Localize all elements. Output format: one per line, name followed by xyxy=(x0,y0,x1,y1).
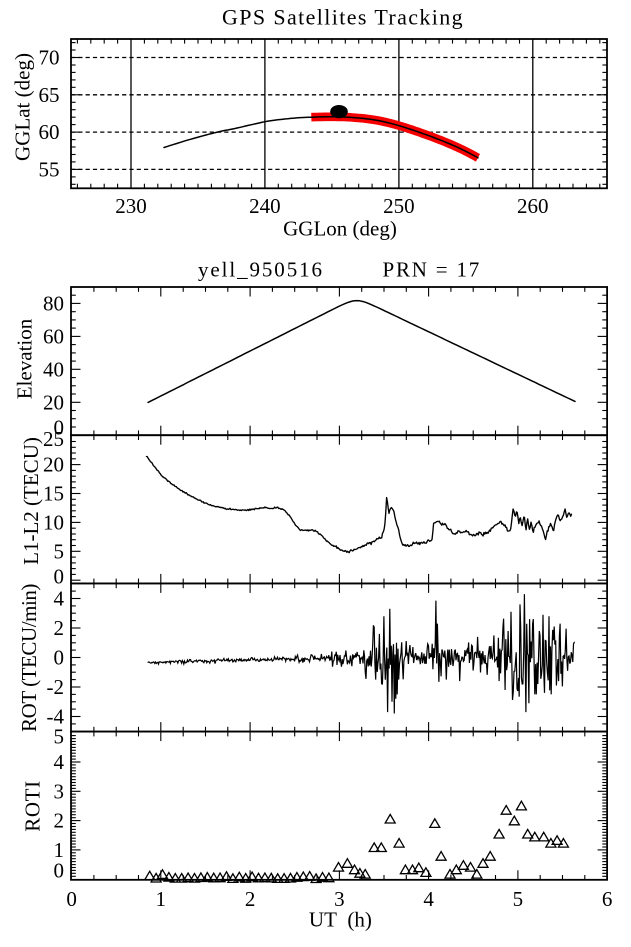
svg-text:0: 0 xyxy=(54,416,65,440)
svg-text:ROTI: ROTI xyxy=(21,780,45,831)
svg-text:6: 6 xyxy=(602,887,613,911)
svg-text:L1-L2 (TECU): L1-L2 (TECU) xyxy=(19,437,43,565)
svg-text:20: 20 xyxy=(43,390,64,414)
svg-text:65: 65 xyxy=(39,83,60,107)
svg-text:yell_950516: yell_950516 xyxy=(198,258,324,282)
svg-text:GPS Satellites Tracking: GPS Satellites Tracking xyxy=(222,5,464,30)
svg-text:UT (h): UT (h) xyxy=(309,908,372,932)
svg-text:-2: -2 xyxy=(47,675,65,699)
svg-text:2: 2 xyxy=(54,616,65,640)
svg-text:2: 2 xyxy=(54,809,65,833)
svg-text:5: 5 xyxy=(54,539,65,563)
svg-text:ROT (TECU/min): ROT (TECU/min) xyxy=(17,584,41,732)
svg-text:PRN = 17: PRN = 17 xyxy=(383,258,482,282)
svg-text:-4: -4 xyxy=(47,705,65,729)
svg-text:60: 60 xyxy=(39,120,60,144)
svg-text:20: 20 xyxy=(43,453,64,477)
svg-text:25: 25 xyxy=(43,427,64,451)
svg-text:2: 2 xyxy=(245,887,256,911)
svg-text:1: 1 xyxy=(156,887,167,911)
svg-text:3: 3 xyxy=(334,887,345,911)
svg-text:4: 4 xyxy=(54,587,65,611)
svg-text:GGLon (deg): GGLon (deg) xyxy=(283,217,397,241)
svg-text:60: 60 xyxy=(43,324,64,348)
svg-text:Elevation: Elevation xyxy=(13,318,37,399)
svg-text:230: 230 xyxy=(115,194,147,218)
svg-text:0: 0 xyxy=(54,859,65,883)
svg-text:GGLat (deg): GGLat (deg) xyxy=(11,53,35,161)
svg-text:4: 4 xyxy=(423,887,434,911)
svg-text:0: 0 xyxy=(66,887,77,911)
svg-text:0: 0 xyxy=(54,646,65,670)
svg-text:15: 15 xyxy=(43,482,64,506)
svg-text:4: 4 xyxy=(54,750,65,774)
svg-text:5: 5 xyxy=(54,724,65,748)
svg-text:70: 70 xyxy=(39,46,60,70)
svg-text:250: 250 xyxy=(383,194,415,218)
svg-text:0: 0 xyxy=(54,564,65,588)
svg-text:3: 3 xyxy=(54,779,65,803)
svg-text:80: 80 xyxy=(43,291,64,315)
svg-text:10: 10 xyxy=(43,510,64,534)
svg-text:260: 260 xyxy=(517,194,549,218)
svg-text:240: 240 xyxy=(249,194,281,218)
svg-text:1: 1 xyxy=(54,838,65,862)
svg-text:55: 55 xyxy=(39,157,60,181)
svg-text:5: 5 xyxy=(513,887,524,911)
svg-text:40: 40 xyxy=(43,357,64,381)
